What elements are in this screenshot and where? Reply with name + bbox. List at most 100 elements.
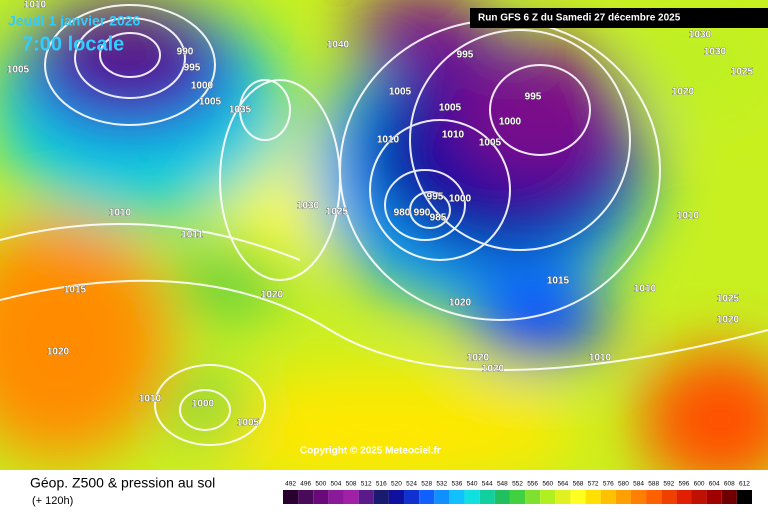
scale-label: 492 — [285, 481, 296, 488]
isobar-label: 1010 — [139, 394, 162, 405]
scale-swatch — [494, 490, 510, 504]
isobar-label: 985 — [430, 213, 447, 224]
isobar-label: 1010 — [24, 0, 47, 11]
isobar-label: 1020 — [717, 315, 740, 326]
scale-swatch — [343, 490, 359, 504]
copyright: Copyright © 2025 Meteociel.fr — [300, 446, 441, 457]
footer-lead: (+ 120h) — [32, 495, 73, 507]
scale-label: 580 — [618, 481, 629, 488]
isobar-label: 1005 — [389, 87, 412, 98]
isobar-label: 1015 — [64, 285, 87, 296]
isobar-label: 1020 — [672, 87, 695, 98]
scale-label: 512 — [361, 481, 372, 488]
scale-label: 576 — [603, 481, 614, 488]
isobar-label: 995 — [525, 92, 542, 103]
scale-label: 588 — [648, 481, 659, 488]
scale-label: 504 — [331, 481, 342, 488]
isobar-label: 1020 — [47, 347, 70, 358]
scale-label: 612 — [739, 481, 750, 488]
isobar-label: 1005 — [439, 103, 462, 114]
scale-swatch — [691, 490, 707, 504]
scale-swatch — [630, 490, 647, 504]
isobar-label: 1005 — [237, 418, 260, 429]
footer-title: Géop. Z500 & pression au sol — [30, 475, 215, 491]
scale-swatch — [479, 490, 495, 504]
scale-swatch — [615, 490, 631, 504]
scale-swatch — [358, 490, 374, 504]
isobar-label: 995 — [184, 63, 201, 74]
scale-swatch — [600, 490, 616, 504]
isobar-label: 1030 — [297, 201, 320, 212]
scale-label: 548 — [497, 481, 508, 488]
scale-swatch — [373, 490, 389, 504]
scale-swatch — [328, 490, 344, 504]
isobar-label: 1030 — [689, 30, 712, 41]
scale-label: 532 — [436, 481, 447, 488]
isobar-label: 1040 — [327, 40, 350, 51]
scale-swatch — [449, 490, 465, 504]
scale-label: 564 — [557, 481, 568, 488]
scale-swatch — [388, 490, 405, 504]
isobar-label: 1020 — [261, 290, 284, 301]
isobar-label: 1000 — [191, 81, 214, 92]
scale-label: 552 — [512, 481, 523, 488]
scale-swatch — [283, 490, 299, 504]
isobar-label: 1005 — [7, 65, 30, 76]
scale-label: 536 — [452, 481, 463, 488]
scale-label: 496 — [300, 481, 311, 488]
isobar-label: 1010 — [109, 208, 132, 219]
scale-swatch — [509, 490, 526, 504]
weather-map — [0, 0, 768, 470]
scale-label: 540 — [467, 481, 478, 488]
isobar-label: 1020 — [467, 353, 490, 364]
isobar-labels: 1010 1005 990 995 1000 1005 1040 1035 995 1005 995… — [7, 0, 754, 429]
isobar-label: 1010 — [677, 211, 700, 222]
scale-swatch — [464, 490, 480, 504]
run-banner — [470, 8, 768, 28]
scale-swatch — [404, 490, 420, 504]
scale-label: 584 — [633, 481, 644, 488]
scale-label: 556 — [527, 481, 538, 488]
scale-label: 572 — [588, 481, 599, 488]
scale-swatch — [298, 490, 314, 504]
scale-label: 508 — [346, 481, 357, 488]
scale-label: 596 — [678, 481, 689, 488]
forecast-time: 7:00 locale — [22, 33, 124, 55]
isobar-label: 1000 — [499, 117, 522, 128]
scale-swatch — [525, 490, 541, 504]
scale-label: 568 — [573, 481, 584, 488]
isobar-label: 980 — [394, 208, 411, 219]
scale-swatch — [313, 490, 329, 504]
scale-label: 544 — [482, 481, 493, 488]
isobar-label: 1010 — [377, 135, 400, 146]
scale-swatch — [540, 490, 556, 504]
isobar-label: 990 — [177, 47, 194, 58]
color-scale: 492 496 500 504 508 512 516 520 524 528 532 536 540 5… — [283, 481, 752, 504]
scale-label: 608 — [724, 481, 735, 488]
scale-swatch — [570, 490, 586, 504]
scale-swatch — [721, 490, 737, 504]
scale-label: 592 — [663, 481, 674, 488]
isobar-label: 1015 — [547, 276, 570, 287]
isobar-label: 1005 — [199, 97, 222, 108]
scale-label: 528 — [421, 481, 432, 488]
isobar-label: 1035 — [229, 105, 252, 116]
isobar-label: 995 — [457, 50, 474, 61]
scale-label: 600 — [694, 481, 705, 488]
scale-swatch — [676, 490, 692, 504]
scale-swatch — [661, 490, 677, 504]
scale-swatch — [646, 490, 662, 504]
isobar-label: 1010 — [634, 284, 657, 295]
scale-swatch — [555, 490, 571, 504]
scale-swatch — [736, 490, 752, 504]
forecast-date: Jeudi 1 janvier 2026 — [8, 13, 141, 29]
isobar-label: 1000 — [192, 399, 215, 410]
isobar-label: 1020 — [482, 364, 505, 375]
scale-swatch — [419, 490, 435, 504]
scale-label: 604 — [709, 481, 720, 488]
scale-swatch — [706, 490, 722, 504]
scale-label: 516 — [376, 481, 387, 488]
scale-swatch — [585, 490, 601, 504]
isobar-label: 1000 — [449, 194, 472, 205]
